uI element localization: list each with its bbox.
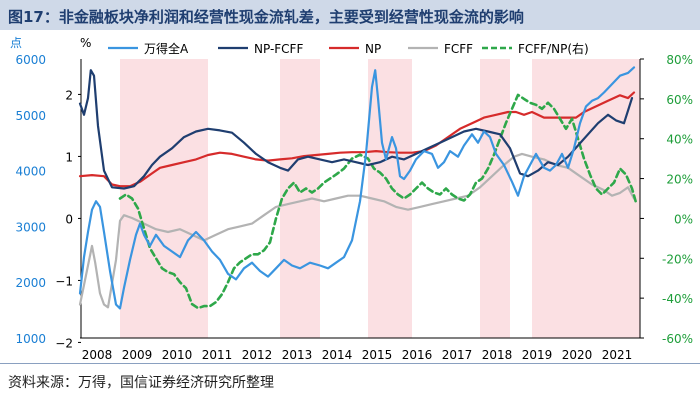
x-tick-label: 2011 <box>202 348 233 362</box>
left-outer-tick-label: 3000 <box>15 220 46 234</box>
left-outer-axis: 点 1000 2000 3000 4000 5000 6000 <box>10 36 46 346</box>
series-line-4 <box>118 93 638 310</box>
left-inner-tick-label: −1 <box>55 274 73 288</box>
left-outer-unit-label: 点 <box>10 36 22 50</box>
x-tick-label: 2021 <box>602 348 633 362</box>
left-inner-unit-label: % <box>80 36 91 50</box>
x-tick-label: 2019 <box>522 348 553 362</box>
x-tick-label: 2017 <box>442 348 473 362</box>
x-tick-label: 2013 <box>282 348 313 362</box>
series-line-2 <box>78 91 636 188</box>
left-outer-tick-label: 5000 <box>15 109 46 123</box>
left-inner-tick-label: 0 <box>65 212 73 226</box>
left-inner-tick-label: 2 <box>65 88 73 102</box>
shaded-period <box>120 59 208 338</box>
right-tick-label: -20% <box>662 252 693 266</box>
left-outer-tick-label: 4000 <box>15 165 46 179</box>
x-tick-label: 2020 <box>562 348 593 362</box>
x-tick-label: 2008 <box>82 348 113 362</box>
series-line-1 <box>78 69 634 190</box>
left-inner-tick-label: 1 <box>65 150 73 164</box>
legend: 万得全A NP-FCFF NP FCFF FCFF/NP(右) <box>108 41 589 56</box>
shaded-period <box>532 59 640 338</box>
left-outer-tick-label: 6000 <box>15 53 46 67</box>
source-divider <box>0 363 700 364</box>
source-note: 资料来源：万得，国信证券经济研究所整理 <box>8 375 274 391</box>
right-tick-label: 40% <box>666 133 693 147</box>
left-inner-axis: % −2 −1 0 1 2 <box>55 36 91 350</box>
left-outer-tick-label: 2000 <box>15 276 46 290</box>
legend-label: NP <box>365 42 381 56</box>
right-axis: -60% -40% -20% 0% 20% 40% 60% 80% <box>639 53 693 346</box>
series-line-3 <box>78 152 636 309</box>
shaded-period <box>480 59 510 338</box>
right-tick-label: 20% <box>666 173 693 187</box>
series-line-0 <box>78 66 636 310</box>
left-inner-tick-label: −2 <box>55 336 73 350</box>
right-tick-label: 80% <box>666 53 693 67</box>
right-tick-label: 0% <box>674 212 693 226</box>
x-tick-label: 2018 <box>482 348 513 362</box>
x-axis: 2008 2009 2010 2011 2012 2013 2014 2015 2016 2017… <box>80 337 640 362</box>
legend-label: FCFF <box>444 42 473 56</box>
x-tick-label: 2010 <box>162 348 193 362</box>
legend-label: FCFF/NP(右) <box>518 41 589 56</box>
x-tick-label: 2012 <box>242 348 273 362</box>
title-bar: 图17：非金融板块净利润和经营性现金流轧差，主要受到经营性现金流的影响 <box>0 0 700 30</box>
left-outer-tick-label: 1000 <box>15 332 46 346</box>
right-tick-label: -60% <box>662 332 693 346</box>
x-tick-label: 2015 <box>362 348 393 362</box>
legend-label: NP-FCFF <box>254 42 303 56</box>
x-tick-label: 2009 <box>122 348 153 362</box>
legend-label: 万得全A <box>144 41 189 56</box>
series-layer <box>78 66 638 310</box>
x-tick-label: 2014 <box>322 348 353 362</box>
x-tick-label: 2016 <box>402 348 433 362</box>
chart-title: 图17：非金融板块净利润和经营性现金流轧差，主要受到经营性现金流的影响 <box>8 8 524 26</box>
right-tick-label: 60% <box>666 93 693 107</box>
shaded-periods <box>120 59 640 338</box>
right-tick-label: -40% <box>662 292 693 306</box>
